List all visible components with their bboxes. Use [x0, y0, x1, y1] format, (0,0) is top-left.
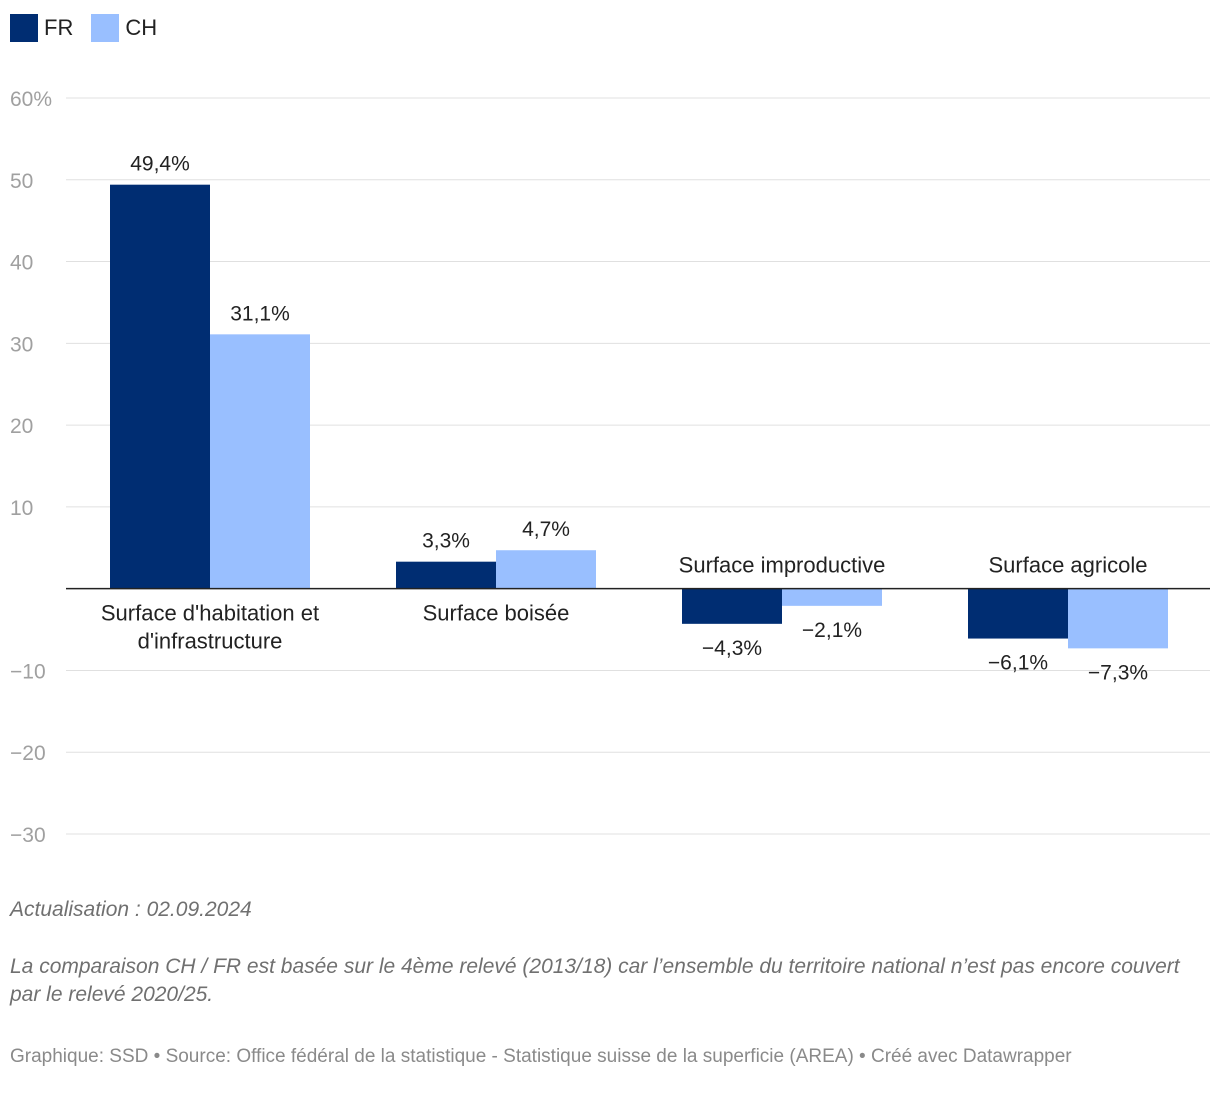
- data-label: 3,3%: [422, 530, 470, 553]
- category-label: Surface improductive: [679, 553, 886, 578]
- category-label: Surface d'habitation et: [101, 601, 319, 626]
- y-tick-label: 60%: [10, 88, 52, 111]
- bar-fr: [110, 184, 210, 589]
- legend-label-fr: FR: [44, 15, 74, 40]
- y-tick-label: 30: [10, 333, 33, 356]
- footer-credits: Graphique: SSD • Source: Office fédéral …: [10, 1046, 1072, 1067]
- y-tick-label: 50: [10, 170, 33, 193]
- data-label: −7,3%: [1088, 661, 1148, 684]
- category-label: d'infrastructure: [138, 629, 283, 654]
- legend-item-ch: CH: [91, 14, 157, 42]
- legend-label-ch: CH: [125, 15, 158, 40]
- y-tick-label: 40: [10, 252, 33, 275]
- data-label: 49,4%: [130, 153, 190, 176]
- legend-swatch-ch: [91, 14, 120, 42]
- data-label: 4,7%: [522, 518, 570, 541]
- data-label: −2,1%: [802, 619, 862, 642]
- data-label: −4,3%: [702, 637, 762, 660]
- bar-fr: [682, 588, 782, 624]
- y-tick-label: 20: [10, 415, 33, 438]
- y-tick-label: −20: [10, 742, 46, 765]
- y-tick-label: 10: [10, 497, 33, 520]
- comparison-note: La comparaison CH / FR est basée sur le …: [10, 955, 1180, 1006]
- data-label: 31,1%: [230, 302, 290, 325]
- bar-fr: [968, 588, 1068, 639]
- legend-item-fr: FR: [10, 14, 73, 42]
- bar-ch: [210, 334, 310, 589]
- bar-ch: [496, 550, 596, 589]
- update-note: Actualisation : 02.09.2024: [10, 898, 252, 921]
- category-label: Surface boisée: [423, 601, 570, 626]
- bar-ch: [782, 588, 882, 606]
- bar-fr: [396, 561, 496, 589]
- bar-chart: 60% 50 40 30 20 10 −10 −20 −30 49,4% 31,1% Surface …: [10, 88, 1210, 847]
- legend-swatch-fr: [10, 14, 38, 42]
- data-label: −6,1%: [988, 652, 1048, 675]
- y-tick-label: −30: [10, 824, 46, 847]
- category-label: Surface agricole: [989, 553, 1148, 578]
- legend: FR CH: [10, 14, 175, 42]
- y-tick-label: −10: [10, 660, 46, 683]
- bar-ch: [1068, 588, 1168, 649]
